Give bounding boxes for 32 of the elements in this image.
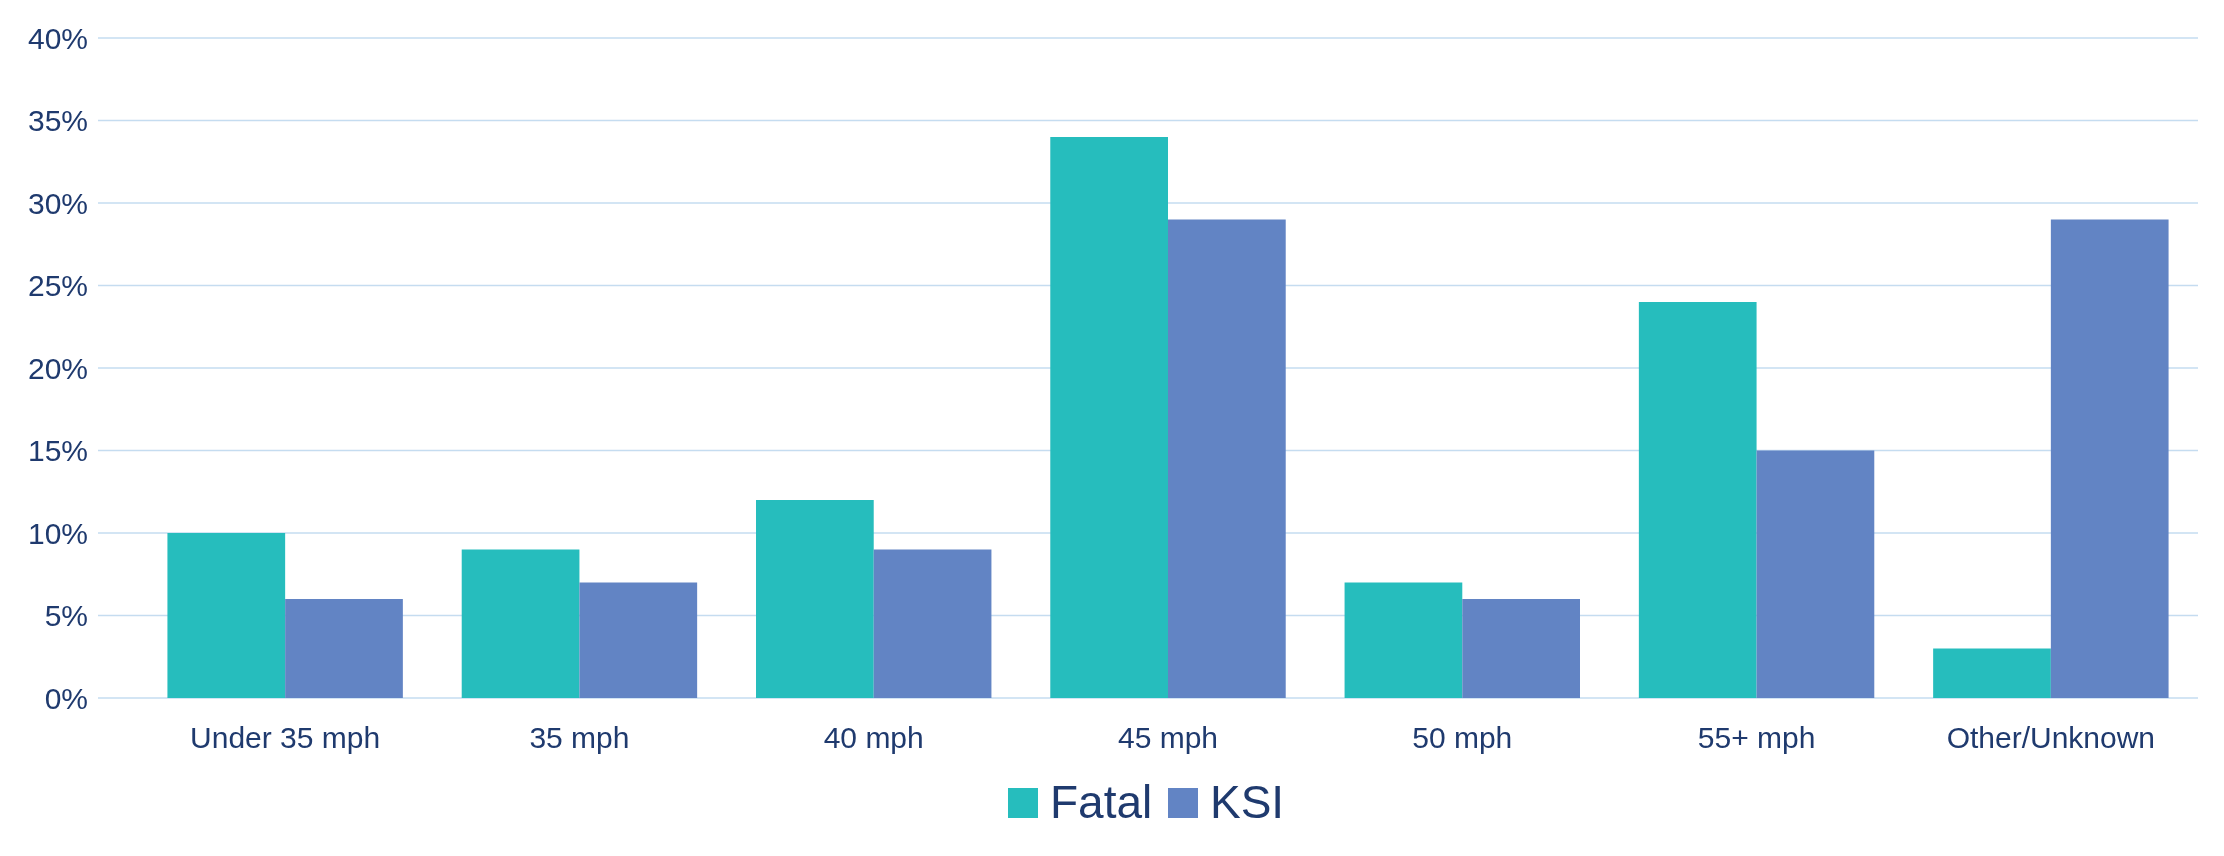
bar bbox=[1344, 582, 1463, 698]
bar bbox=[1050, 137, 1168, 698]
bar bbox=[167, 533, 286, 698]
x-tick-label: 35 mph bbox=[529, 721, 630, 754]
legend-label: KSI bbox=[1210, 776, 1285, 828]
bar bbox=[2050, 219, 2169, 698]
bar bbox=[756, 500, 874, 698]
y-tick-label: 0% bbox=[44, 681, 88, 715]
bar bbox=[285, 599, 403, 698]
y-tick-label: 30% bbox=[27, 186, 88, 220]
y-tick-label: 15% bbox=[27, 434, 88, 467]
x-tick-label: Other/Unknown bbox=[1946, 721, 2156, 754]
x-tick-label: 45 mph bbox=[1117, 721, 1219, 754]
bar bbox=[1756, 450, 1875, 698]
bar bbox=[1168, 219, 1286, 698]
y-tick-label: 5% bbox=[44, 599, 88, 632]
x-tick-label: 55+ mph bbox=[1697, 721, 1816, 754]
y-tick-label: 35% bbox=[27, 104, 88, 137]
x-tick-label: 40 mph bbox=[823, 721, 924, 754]
legend-label: Fatal bbox=[1050, 776, 1153, 828]
bar bbox=[461, 549, 580, 698]
y-tick-label: 10% bbox=[27, 516, 88, 550]
bar bbox=[1933, 648, 2051, 698]
bar bbox=[873, 549, 992, 698]
bar bbox=[1638, 302, 1757, 698]
bar bbox=[1462, 599, 1580, 698]
y-tick-label: 25% bbox=[27, 269, 88, 302]
y-tick-label: 20% bbox=[27, 351, 88, 385]
y-tick-label: 40% bbox=[27, 21, 88, 55]
x-tick-label: 50 mph bbox=[1412, 721, 1513, 754]
x-tick-label: Under 35 mph bbox=[190, 721, 381, 754]
bar bbox=[579, 582, 698, 698]
